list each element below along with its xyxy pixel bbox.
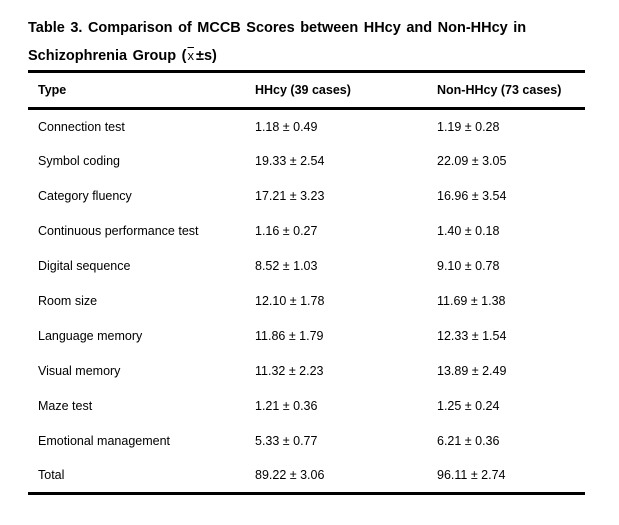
table-row: Emotional management 5.33 ± 0.77 6.21 ± … — [28, 424, 585, 459]
cell-hhcy: 17.21 ± 3.23 — [255, 189, 325, 203]
cell-non-hhcy: 1.40 ± 0.18 — [437, 224, 500, 238]
cell-non-hhcy: 12.33 ± 1.54 — [437, 329, 507, 343]
cell-type: Continuous performance test — [38, 224, 199, 238]
cell-type: Digital sequence — [38, 259, 131, 273]
cell-hhcy: 89.22 ± 3.06 — [255, 468, 325, 483]
cell-non-hhcy: 22.09 ± 3.05 — [437, 154, 507, 168]
cell-type: Connection test — [38, 119, 125, 134]
table-title-line2-suffix: ±s) — [195, 48, 217, 64]
cell-non-hhcy: 13.89 ± 2.49 — [437, 364, 507, 378]
table-row: Digital sequence 8.52 ± 1.03 9.10 ± 0.78 — [28, 249, 585, 284]
cell-hhcy: 11.86 ± 1.79 — [255, 329, 324, 343]
table-row: Maze test 1.21 ± 0.36 1.25 ± 0.24 — [28, 389, 585, 424]
table-row: Total 89.22 ± 3.06 96.11 ± 2.74 — [28, 459, 585, 494]
table-row: Category fluency 17.21 ± 3.23 16.96 ± 3.… — [28, 179, 585, 214]
cell-type: Language memory — [38, 329, 143, 343]
table-row: Symbol coding 19.33 ± 2.54 22.09 ± 3.05 — [28, 144, 585, 179]
header-row: Type HHcy (39 cases) Non-HHcy (73 cases) — [28, 72, 585, 109]
cell-type: Emotional management — [38, 434, 171, 448]
cell-type: Symbol coding — [38, 154, 120, 168]
table-row: Connection test 1.18 ± 0.49 1.19 ± 0.28 — [28, 109, 585, 144]
mccb-comparison-table: Type HHcy (39 cases) Non-HHcy (73 cases)… — [28, 70, 585, 495]
cell-hhcy: 5.33 ± 0.77 — [255, 434, 318, 448]
table-title: Table 3. Comparison of MCCB Scores betwe… — [28, 14, 585, 70]
cell-non-hhcy: 96.11 ± 2.74 — [437, 468, 506, 483]
cell-type: Room size — [38, 294, 98, 308]
cell-non-hhcy: 9.10 ± 0.78 — [437, 259, 500, 273]
cell-hhcy: 1.16 ± 0.27 — [255, 224, 318, 238]
cell-non-hhcy: 1.19 ± 0.28 — [437, 119, 500, 134]
column-header-hhcy: HHcy (39 cases) — [255, 83, 351, 97]
column-header-type: Type — [38, 83, 67, 97]
cell-type: Category fluency — [38, 189, 132, 203]
mean-symbol: x — [187, 48, 194, 63]
page: Table 3. Comparison of MCCB Scores betwe… — [28, 14, 585, 495]
table-row: Language memory 11.86 ± 1.79 12.33 ± 1.5… — [28, 319, 585, 354]
table-title-line1: Table 3. Comparison of MCCB Scores betwe… — [28, 20, 527, 36]
table-title-line2: Schizophrenia Group (x ±s) — [28, 42, 585, 70]
column-header-non-hhcy: Non-HHcy (73 cases) — [437, 83, 562, 97]
cell-non-hhcy: 1.25 ± 0.24 — [437, 399, 500, 413]
cell-hhcy: 11.32 ± 2.23 — [255, 364, 324, 378]
cell-non-hhcy: 11.69 ± 1.38 — [437, 294, 506, 308]
cell-hhcy: 8.52 ± 1.03 — [255, 259, 318, 273]
table-title-line2-prefix: Schizophrenia Group ( — [28, 48, 187, 64]
cell-hhcy: 1.21 ± 0.36 — [255, 399, 318, 413]
cell-type: Total — [38, 468, 65, 483]
cell-type: Maze test — [38, 399, 93, 413]
table-row: Room size 12.10 ± 1.78 11.69 ± 1.38 — [28, 284, 585, 319]
table-row: Visual memory 11.32 ± 2.23 13.89 ± 2.49 — [28, 354, 585, 389]
cell-hhcy: 19.33 ± 2.54 — [255, 154, 325, 168]
cell-type: Visual memory — [38, 364, 121, 378]
cell-hhcy: 1.18 ± 0.49 — [255, 119, 318, 134]
cell-non-hhcy: 6.21 ± 0.36 — [437, 434, 500, 448]
cell-hhcy: 12.10 ± 1.78 — [255, 294, 325, 308]
table-row: Continuous performance test 1.16 ± 0.27 … — [28, 214, 585, 249]
cell-non-hhcy: 16.96 ± 3.54 — [437, 189, 507, 203]
